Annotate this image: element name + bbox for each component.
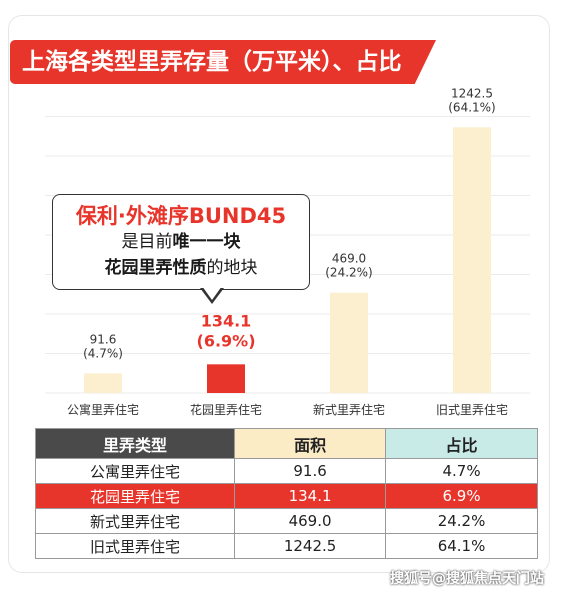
bar-share-label: (64.1%) xyxy=(448,100,495,114)
bar-value-label: 91.6 xyxy=(90,332,117,346)
callout-project-name: 保利·外滩序BUND45 xyxy=(75,204,287,228)
x-tick-label: 公寓里弄住宅 xyxy=(67,402,139,417)
cell-share: 64.1% xyxy=(385,533,538,559)
cell-type: 旧式里弄住宅 xyxy=(34,533,236,559)
callout-line-2-prefix: 是目前 xyxy=(121,232,173,252)
bar xyxy=(84,373,122,393)
cell-share: 24.2% xyxy=(385,508,538,534)
data-table: 里弄类型 面积 占比 公寓里弄住宅 91.6 4.7% 花园里弄住宅 134.1… xyxy=(34,428,538,559)
bar-share-label: (4.7%) xyxy=(83,346,123,360)
header-area: 面积 xyxy=(234,428,387,459)
callout-line-3-bold: 花园里弄性质 xyxy=(104,258,207,278)
table-row: 旧式里弄住宅 1242.5 64.1% xyxy=(34,533,538,559)
cell-type: 花园里弄住宅 xyxy=(34,483,236,509)
callout-line-2: 是目前唯一一块 xyxy=(53,229,309,255)
cell-area: 469.0 xyxy=(234,508,387,534)
watermark: 搜狐号@搜狐焦点天门站 xyxy=(390,571,544,587)
header-type: 里弄类型 xyxy=(34,428,236,459)
cell-share: 6.9% xyxy=(385,483,538,509)
bar-value-label: 134.1 xyxy=(201,311,252,330)
cell-area: 1242.5 xyxy=(234,533,387,559)
bar xyxy=(330,292,368,393)
bar-share-label: (6.9%) xyxy=(197,331,256,350)
table-header-row: 里弄类型 面积 占比 xyxy=(34,428,538,459)
callout-box: 保利·外滩序BUND45 是目前唯一一块 花园里弄性质的地块 xyxy=(52,194,310,290)
callout-line-3: 花园里弄性质的地块 xyxy=(53,255,309,281)
bar-value-label: 469.0 xyxy=(332,252,366,266)
callout-line-3-suffix: 的地块 xyxy=(206,258,258,278)
bar-value-label: 1242.5 xyxy=(451,86,493,100)
table-row: 公寓里弄住宅 91.6 4.7% xyxy=(34,458,538,484)
header-share: 占比 xyxy=(385,428,538,459)
bar xyxy=(207,364,245,393)
cell-area: 91.6 xyxy=(234,458,387,484)
cell-type: 新式里弄住宅 xyxy=(34,508,236,534)
x-tick-label: 新式里弄住宅 xyxy=(313,402,385,417)
chart-title: 上海各类型里弄存量（万平米）、占比 xyxy=(10,40,436,84)
bar-share-label: (24.2%) xyxy=(325,266,372,280)
x-tick-label: 旧式里弄住宅 xyxy=(436,402,508,417)
table-row: 新式里弄住宅 469.0 24.2% xyxy=(34,508,538,534)
cell-share: 4.7% xyxy=(385,458,538,484)
cell-type: 公寓里弄住宅 xyxy=(34,458,236,484)
x-tick-label: 花园里弄住宅 xyxy=(190,402,262,417)
bar xyxy=(453,127,491,394)
table-row-highlighted: 花园里弄住宅 134.1 6.9% xyxy=(34,483,538,509)
callout-pointer-fill xyxy=(202,286,222,300)
callout-line-2-bold: 唯一一块 xyxy=(172,232,241,252)
cell-area: 134.1 xyxy=(234,483,387,509)
